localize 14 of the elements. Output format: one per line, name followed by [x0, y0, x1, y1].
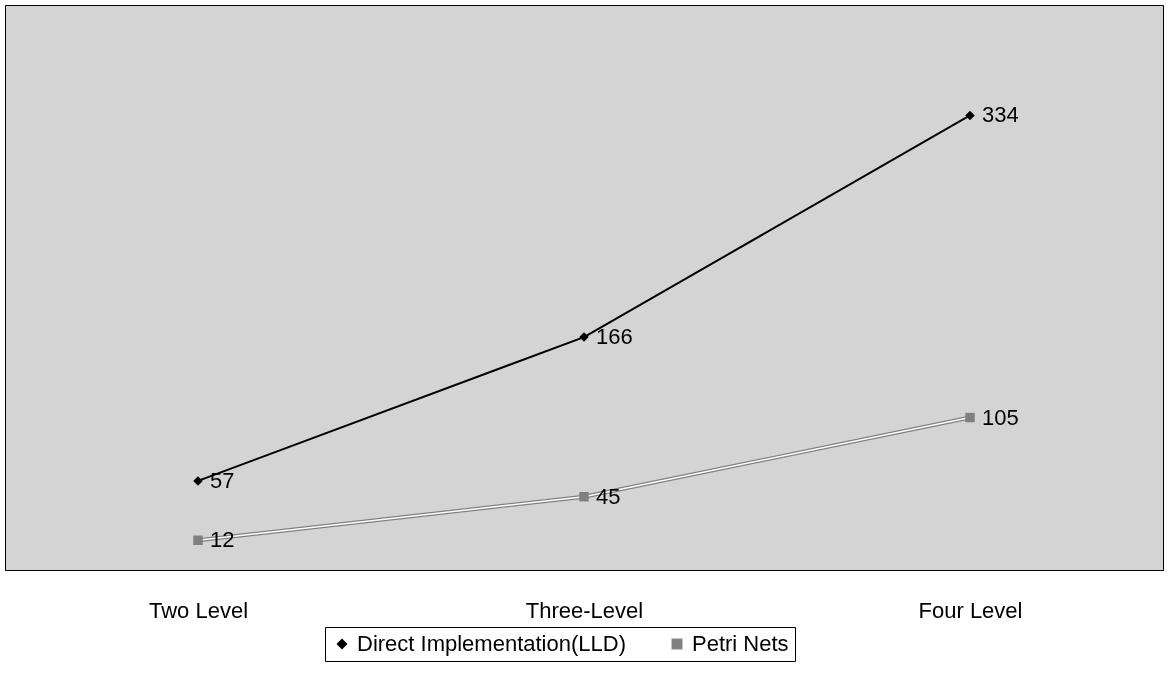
point	[965, 110, 975, 121]
x-tick-label: Two Level	[148, 597, 249, 623]
legend-label: Petri Nets	[692, 631, 789, 656]
data-label: 166	[596, 324, 633, 350]
point	[579, 491, 589, 502]
point	[193, 535, 203, 546]
x-tick-label: Four Level	[918, 597, 1023, 623]
point	[965, 412, 975, 423]
data-label: 334	[982, 102, 1019, 128]
data-label: 105	[982, 404, 1019, 430]
data-label: 45	[596, 483, 621, 509]
data-label: 12	[210, 527, 235, 553]
legend-label: Direct Implementation(LLD)	[357, 631, 626, 656]
x-tick-label: Three-Level	[525, 597, 644, 623]
